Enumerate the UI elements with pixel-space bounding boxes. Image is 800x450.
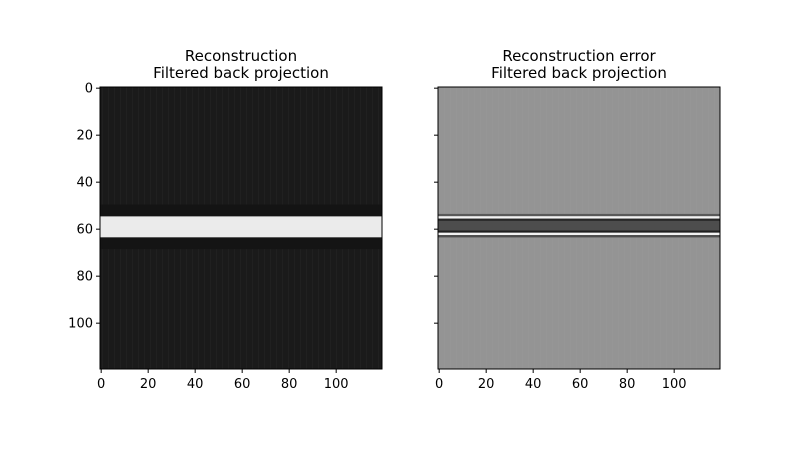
y-tick-label: 0 — [85, 82, 93, 97]
plot-frame — [99, 86, 383, 370]
x-tick-label: 80 — [619, 377, 636, 392]
y-tick-label: 80 — [76, 270, 93, 285]
panel-2-title: Reconstruction error — [502, 47, 656, 65]
reconstruction-error-image — [437, 86, 721, 370]
image-band — [438, 235, 720, 238]
x-tick-label: 20 — [478, 377, 495, 392]
image-band — [438, 230, 720, 233]
image-band — [100, 204, 382, 217]
x-tick-label: 60 — [572, 377, 589, 392]
x-tick-label: 0 — [435, 377, 443, 392]
panel-1-ticks: 0 20 40 60 80 100 0 20 40 60 80 100 — [68, 82, 348, 392]
x-tick-label: 60 — [234, 377, 251, 392]
x-tick-label: 80 — [281, 377, 298, 392]
x-tick-label: 40 — [187, 377, 204, 392]
plot-frame — [437, 86, 721, 370]
panel-1-title: Reconstruction — [185, 47, 297, 65]
x-tick-label: 100 — [662, 377, 687, 392]
x-tick-label: 40 — [525, 377, 542, 392]
panel-2-subtitle: Filtered back projection — [491, 64, 667, 82]
panel-2-ticks: 0 20 40 60 80 100 — [434, 87, 687, 392]
image-band — [100, 216, 382, 238]
x-tick-label: 0 — [97, 377, 105, 392]
image-band — [438, 220, 720, 231]
reconstruction-image — [99, 86, 383, 370]
y-tick-label: 60 — [76, 223, 93, 238]
image-band — [438, 216, 720, 219]
panel-1-subtitle: Filtered back projection — [153, 64, 329, 82]
y-tick-label: 20 — [76, 129, 93, 144]
x-tick-label: 20 — [140, 377, 157, 392]
image-band — [100, 237, 382, 250]
y-tick-label: 40 — [76, 176, 93, 191]
image-band — [438, 213, 720, 217]
panel-reconstruction: Reconstruction Filtered back projection … — [68, 47, 383, 392]
x-tick-label: 100 — [324, 377, 349, 392]
panel-reconstruction-error: Reconstruction error Filtered back proje… — [434, 47, 721, 392]
y-tick-label: 100 — [68, 317, 93, 332]
image-band — [438, 218, 720, 221]
image-band — [438, 232, 720, 236]
